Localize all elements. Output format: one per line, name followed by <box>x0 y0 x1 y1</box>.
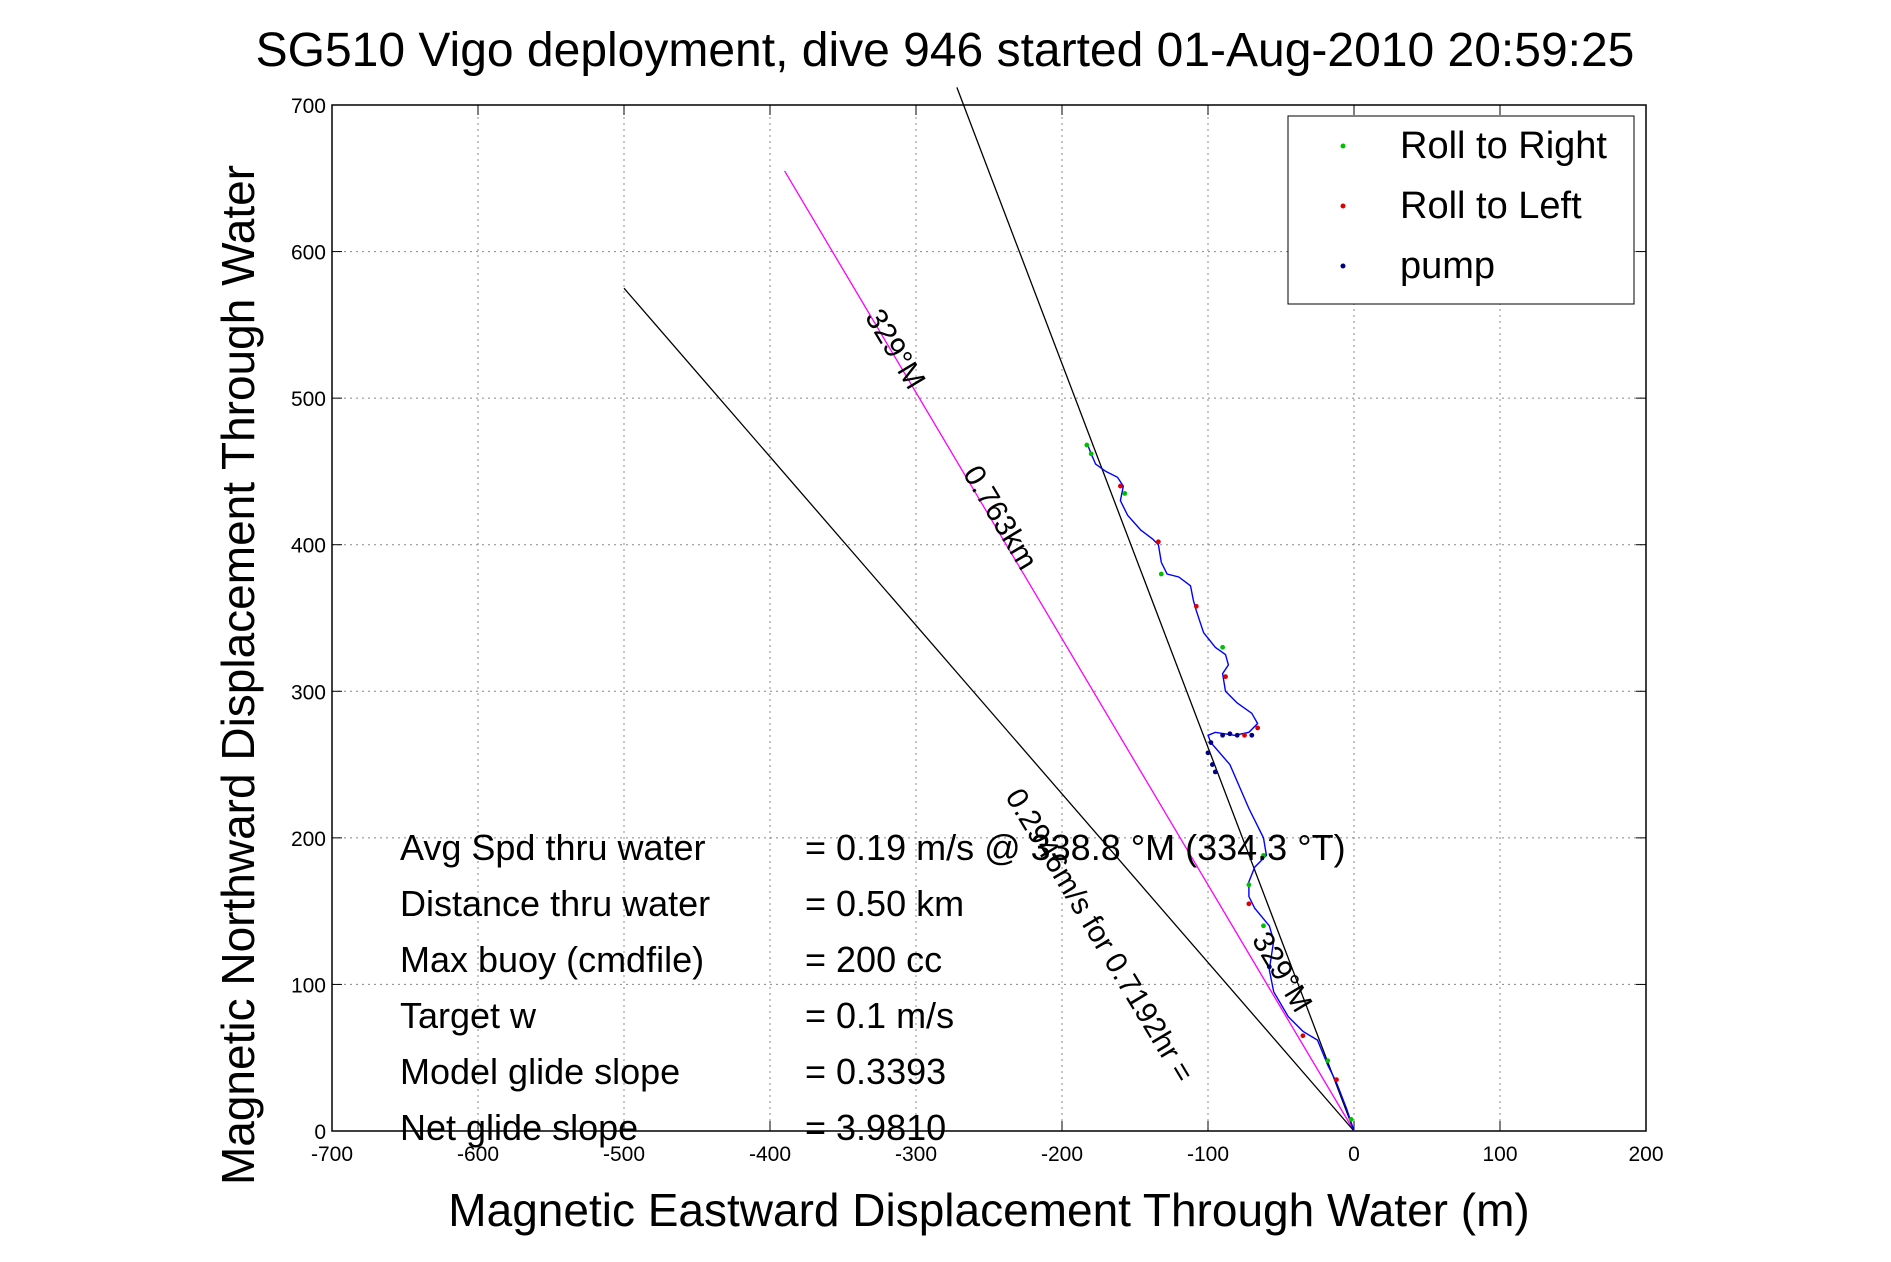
x-tick-label: -500 <box>603 1143 645 1166</box>
stat-value: = 0.50 km <box>805 883 964 924</box>
plot-frame <box>331 104 1647 1132</box>
y-axis-ticks: 0 100 200 300 400 500 600 700 <box>291 95 1646 1144</box>
markers <box>1084 442 1354 1122</box>
y-tick-label: 200 <box>291 828 326 851</box>
x-tick-label: -100 <box>1187 1143 1229 1166</box>
pump-point <box>1249 732 1255 738</box>
roll-right-point <box>1122 491 1128 496</box>
stat-value: = 0.19 m/s @ 338.8 °M (334.3 °T) <box>805 827 1346 868</box>
legend-box <box>1287 115 1635 305</box>
reference-lines <box>623 87 1355 1132</box>
stat-value: = 3.9810 <box>805 1107 946 1148</box>
roll-right-point <box>1261 923 1266 929</box>
y-tick-label: 300 <box>291 681 326 704</box>
roll-left-point <box>1246 901 1252 907</box>
roll-right-point <box>1261 853 1266 858</box>
stat-label: Model glide slope <box>400 1051 680 1092</box>
x-tick-label: -200 <box>1041 1143 1083 1166</box>
black-line-steep <box>956 87 1355 1132</box>
pump-point <box>1205 750 1211 756</box>
stat-label: Max buoy (cmdfile) <box>400 939 704 980</box>
y-tick-label: 700 <box>291 95 326 118</box>
stat-label: Net glide slope <box>400 1107 638 1148</box>
pump-point <box>1209 762 1215 767</box>
y-tick-label: 0 <box>314 1121 326 1144</box>
roll-left-point <box>1300 1033 1306 1039</box>
legend-label: Roll to Left <box>1400 185 1582 227</box>
stat-value: = 0.1 m/s <box>805 995 954 1036</box>
x-tick-label: -700 <box>311 1143 353 1166</box>
pump-point <box>1220 732 1225 738</box>
x-tick-label: 200 <box>1628 1143 1663 1166</box>
stats-block: Avg Spd thru water = 0.19 m/s @ 338.8 °M … <box>400 827 1346 1148</box>
roll-left-point <box>1155 539 1161 545</box>
chart-title: SG510 Vigo deployment, dive 946 started … <box>256 24 1635 77</box>
black-line-shallow <box>623 287 1355 1132</box>
roll-right-point <box>1158 571 1164 577</box>
legend-marker <box>1340 143 1346 149</box>
x-tick-label: 100 <box>1482 1143 1517 1166</box>
pump-point <box>1234 732 1240 738</box>
roll-left-point <box>1118 483 1123 489</box>
legend-label: pump <box>1400 245 1495 287</box>
x-tick-label: 0 <box>1348 1143 1360 1166</box>
pump-point <box>1212 769 1218 775</box>
legend: Roll to Right Roll to Left pump <box>1287 115 1635 305</box>
roll-left-point <box>1223 674 1228 680</box>
roll-left-point <box>1193 603 1199 609</box>
stat-value: = 200 cc <box>805 939 942 980</box>
roll-right-point <box>1348 1116 1354 1122</box>
heading-line <box>784 170 1355 1132</box>
legend-marker <box>1340 203 1346 209</box>
y-tick-label: 400 <box>291 535 326 558</box>
roll-right-point <box>1088 451 1094 457</box>
y-axis-label: Magnetic Northward Displacement Through … <box>212 165 264 1185</box>
pump-point <box>1227 731 1233 737</box>
stat-value: = 0.3393 <box>805 1051 946 1092</box>
roll-right-point <box>1084 442 1090 448</box>
x-tick-label: -300 <box>895 1143 937 1166</box>
x-tick-label: -400 <box>749 1143 791 1166</box>
stat-label: Avg Spd thru water <box>400 827 706 868</box>
y-tick-label: 100 <box>291 974 326 997</box>
roll-left-point <box>1242 732 1247 738</box>
y-tick-label: 500 <box>291 388 326 411</box>
roll-left-point <box>1255 725 1261 731</box>
x-axis-ticks: -700 -600 -500 -400 -300 -200 -100 0 100 200 <box>311 105 1664 1166</box>
x-tick-label: -600 <box>457 1143 499 1166</box>
pump-point <box>1266 964 1272 970</box>
stat-label: Target w <box>400 995 537 1036</box>
stat-label: Distance thru water <box>400 883 710 924</box>
legend-label: Roll to Right <box>1400 125 1607 167</box>
y-tick-label: 600 <box>291 242 326 265</box>
pump-point <box>1208 740 1214 745</box>
x-axis-label: Magnetic Eastward Displacement Through W… <box>448 1184 1529 1236</box>
roll-right-point <box>1325 1058 1331 1064</box>
roll-left-point <box>1334 1077 1339 1083</box>
roll-right-point <box>1220 644 1225 650</box>
legend-marker <box>1340 263 1346 269</box>
roll-right-point <box>1246 882 1252 888</box>
